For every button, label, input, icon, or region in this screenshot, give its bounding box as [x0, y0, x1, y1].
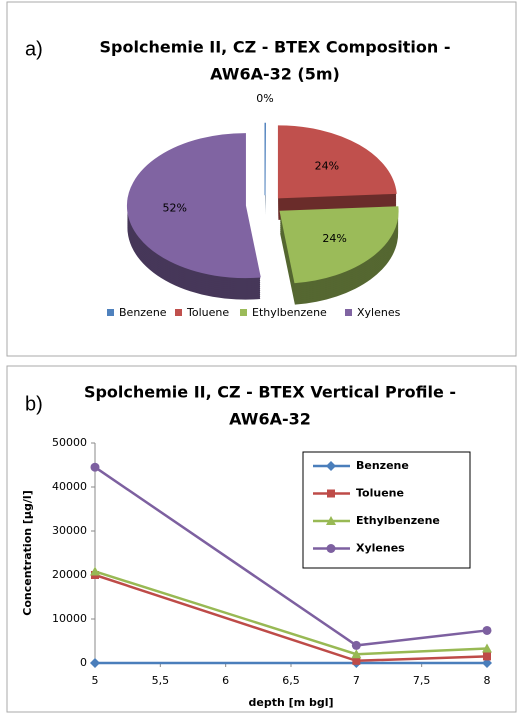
y-tick-label: 10000 [52, 612, 87, 625]
marker [90, 658, 100, 668]
marker [327, 489, 335, 498]
legend-swatch [240, 309, 247, 316]
x-tick-label: 5 [92, 674, 99, 687]
legend-label: Toluene [186, 306, 229, 319]
x-tick-label: 5,5 [152, 674, 170, 687]
pie-slice [126, 133, 261, 279]
legend-swatch [345, 309, 352, 316]
x-tick-label: 6 [222, 674, 229, 687]
legend-label: Toluene [356, 487, 404, 500]
marker [90, 566, 100, 576]
x-tick-label: 6,5 [282, 674, 300, 687]
pie-slice [277, 125, 397, 199]
marker [352, 656, 361, 665]
data-label: 24% [322, 232, 346, 245]
x-tick-label: 7 [353, 674, 360, 687]
marker [351, 640, 361, 650]
legend-swatch [107, 309, 114, 316]
panel-label: b) [25, 393, 43, 415]
legend-label: Ethylbenzene [252, 306, 327, 319]
legend-label: Benzene [356, 459, 409, 472]
marker [326, 461, 336, 471]
marker [90, 462, 100, 472]
y-tick-label: 0 [80, 656, 87, 669]
y-tick-label: 30000 [52, 524, 87, 537]
marker [326, 544, 336, 553]
panel-label: a) [25, 38, 43, 60]
panel-frame [6, 1, 517, 357]
marker [482, 625, 492, 635]
y-tick-label: 20000 [52, 568, 87, 581]
data-label: 52% [163, 201, 187, 214]
chart-title: Spolchemie II, CZ - BTEX Composition - [100, 38, 451, 57]
legend-label: Xylenes [356, 542, 405, 555]
marker [326, 516, 336, 525]
marker [482, 658, 492, 668]
marker [482, 643, 492, 653]
chart-title: AW6A-32 (5m) [210, 65, 340, 84]
legend-label: Xylenes [357, 306, 401, 319]
y-tick-label: 50000 [52, 436, 87, 449]
pie-slice [279, 206, 399, 284]
y-axis-title: Concentration [µg/l] [21, 490, 34, 615]
chart-title: AW6A-32 [229, 410, 311, 429]
x-tick-label: 7,5 [413, 674, 431, 687]
data-label: 0% [256, 92, 273, 105]
legend-swatch [175, 309, 182, 316]
legend-label: Ethylbenzene [356, 514, 440, 527]
x-tick-label: 8 [484, 674, 491, 687]
legend-label: Benzene [119, 306, 167, 319]
x-axis-title: depth [m bgl] [249, 696, 334, 709]
marker [351, 649, 362, 659]
chart-title: Spolchemie II, CZ - BTEX Vertical Profil… [84, 383, 456, 402]
y-tick-label: 40000 [52, 480, 87, 493]
data-label: 24% [315, 159, 339, 172]
marker [483, 652, 491, 661]
